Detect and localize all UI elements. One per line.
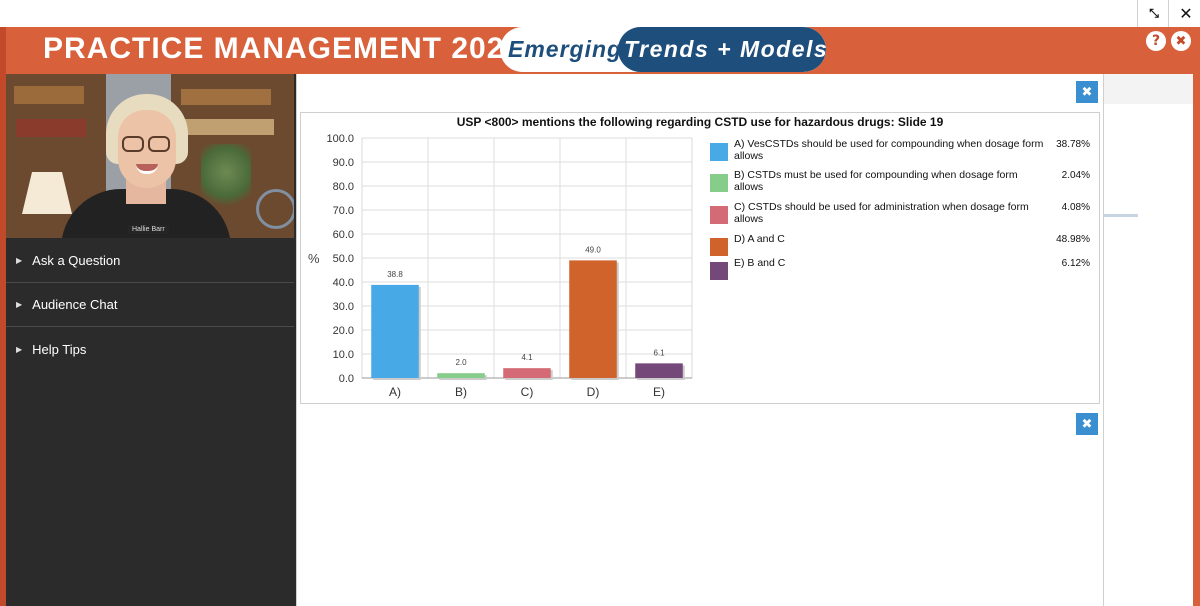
- y-tick-label: 50.0: [333, 253, 354, 265]
- legend-letter: B): [734, 169, 745, 181]
- logo-text-trends: Trends + Models: [624, 36, 829, 62]
- sidebar-item-help-tips[interactable]: ▶ Help Tips: [6, 327, 294, 371]
- sidebar-item-audience-chat[interactable]: ▶ Audience Chat: [6, 283, 294, 327]
- data-label: 38.8: [387, 270, 403, 279]
- sidebar-item-label: Help Tips: [32, 341, 87, 357]
- legend-letter: C): [734, 201, 746, 213]
- bar: [437, 373, 485, 378]
- legend-percent: 38.78%: [1056, 139, 1090, 150]
- x-tick-label: D): [587, 385, 600, 399]
- legend-swatch: [710, 143, 728, 161]
- legend-swatch: [710, 206, 728, 224]
- legend-percent: 4.08%: [1061, 202, 1090, 213]
- legend-letter: D): [734, 233, 746, 245]
- y-tick-label: 60.0: [333, 229, 354, 241]
- close-presentation-icon[interactable]: ✖: [1171, 31, 1191, 51]
- legend-swatch: [710, 174, 728, 192]
- expand-icon[interactable]: ⤡: [1149, 5, 1159, 20]
- presenter-video: [6, 74, 294, 238]
- legend-text: CSTDs must be used for compounding when …: [734, 169, 1018, 193]
- divider: [1137, 0, 1138, 27]
- y-tick-label: 90.0: [333, 157, 354, 169]
- legend-swatch: [710, 262, 728, 280]
- legend-percent: 6.12%: [1061, 258, 1090, 269]
- x-tick-label: A): [389, 385, 401, 399]
- frame-edge: [1193, 74, 1200, 606]
- y-tick-label: 0.0: [339, 373, 354, 385]
- legend-text: B and C: [747, 257, 786, 269]
- help-icon[interactable]: ?: [1146, 31, 1166, 51]
- legend-swatch: [710, 238, 728, 256]
- background-slide: [1104, 74, 1193, 606]
- legend-text: CSTDs should be used for administration …: [734, 201, 1029, 225]
- sidebar-item-label: Audience Chat: [32, 297, 118, 312]
- frame-edge: [0, 27, 6, 606]
- data-label: 4.1: [521, 353, 533, 362]
- bar: [503, 368, 551, 378]
- legend-percent: 2.04%: [1061, 170, 1090, 181]
- close-icon[interactable]: ✕: [1179, 3, 1193, 23]
- page-title: PRACTICE MANAGEMENT 2021: [43, 32, 523, 65]
- presenter-name-tag: Hallie Barr: [128, 225, 169, 234]
- x-tick-label: B): [455, 385, 467, 399]
- bar: [635, 363, 683, 378]
- data-label: 49.0: [585, 245, 601, 254]
- close-panel-button[interactable]: ✖: [1076, 413, 1098, 435]
- caret-right-icon: ▶: [16, 300, 23, 309]
- bar: [569, 260, 617, 378]
- y-axis-label: %: [308, 251, 320, 266]
- data-label: 2.0: [455, 358, 467, 367]
- y-tick-label: 30.0: [333, 301, 354, 313]
- caret-right-icon: ▶: [16, 344, 23, 354]
- sidebar-item-ask-question[interactable]: ▶ Ask a Question: [6, 239, 294, 283]
- y-tick-label: 70.0: [333, 205, 354, 217]
- logo-pill: [500, 27, 826, 72]
- y-tick-label: 80.0: [333, 181, 354, 193]
- data-label: 6.1: [653, 348, 665, 357]
- logo-text-emerging: Emerging: [508, 36, 623, 62]
- close-poll-button[interactable]: ✖: [1076, 81, 1098, 103]
- sidebar-item-label: Ask a Question: [32, 253, 121, 268]
- bar: [371, 284, 419, 378]
- legend-percent: 48.98%: [1056, 234, 1090, 245]
- y-tick-label: 40.0: [333, 277, 354, 289]
- y-tick-label: 100.0: [326, 133, 354, 145]
- legend-text: VesCSTDs should be used for compounding …: [734, 138, 1044, 162]
- y-tick-label: 10.0: [333, 349, 354, 361]
- legend-text: A and C: [747, 233, 785, 245]
- chart-title: USP <800> mentions the following regardi…: [456, 115, 944, 129]
- x-tick-label: E): [653, 385, 665, 399]
- divider: [1168, 0, 1169, 27]
- x-tick-label: C): [521, 385, 534, 399]
- bar-chart: 0.0 10.0 20.0 30.0 40.0 50.0 60.0 70.0 80.0 90.0 1…: [308, 133, 693, 399]
- legend-letter: E): [734, 257, 745, 269]
- window-topbar: [0, 0, 1200, 27]
- legend-letter: A): [734, 138, 745, 150]
- y-tick-label: 20.0: [333, 325, 354, 337]
- caret-right-icon: ▶: [16, 256, 23, 265]
